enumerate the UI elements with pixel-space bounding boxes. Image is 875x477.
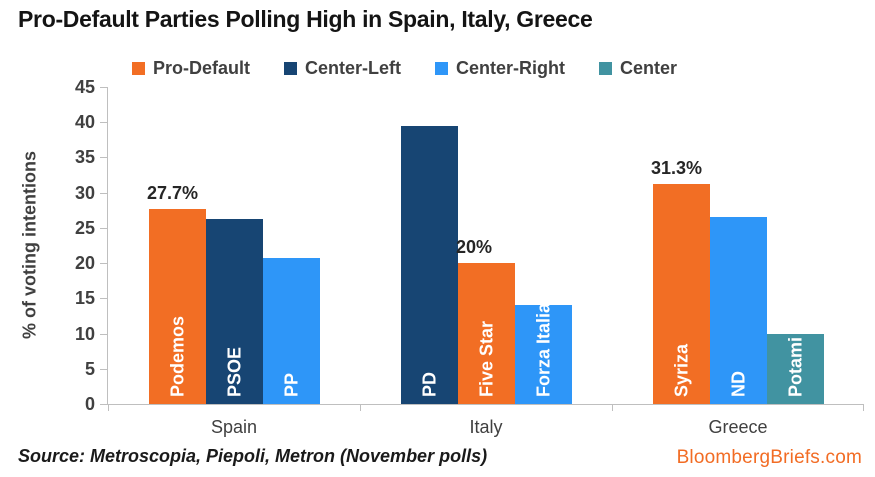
- bar-five-star: Five Star: [458, 263, 515, 404]
- brand-link[interactable]: BloombergBriefs.com: [676, 447, 862, 468]
- y-axis-tick: [100, 192, 107, 194]
- bar-party-label: ND: [728, 371, 748, 397]
- bar-party-label: Podemos: [167, 315, 187, 397]
- y-axis-tick-label: 5: [84, 359, 95, 379]
- y-axis-tick: [100, 86, 107, 88]
- bar-syriza: Syriza: [653, 184, 710, 404]
- y-axis-tick: [100, 156, 107, 158]
- y-axis-tick-label: 0: [84, 394, 95, 414]
- y-axis-tick: [100, 121, 107, 123]
- y-axis-tick: [100, 403, 107, 405]
- legend-label: Center: [620, 58, 678, 78]
- bar-party-label: Potami: [785, 336, 805, 397]
- bar-podemos: Podemos: [149, 209, 206, 404]
- bar-psoe: PSOE: [206, 219, 263, 404]
- category-label-greece: Greece: [708, 417, 768, 437]
- bar-forza-italia: Forza Italia: [515, 302, 572, 404]
- legend-item-center-right: Center-Right: [435, 58, 565, 79]
- category-label-spain: Spain: [210, 417, 258, 437]
- y-axis-tick-label: 10: [74, 324, 95, 344]
- bar-pp: PP: [263, 258, 320, 404]
- bar-party-label: Forza Italia: [533, 302, 553, 397]
- bar-nd: ND: [710, 217, 767, 404]
- legend: Pro-Default Center-Left Center-Right Center: [132, 58, 677, 79]
- bar-party-label: PSOE: [224, 346, 244, 397]
- legend-swatch-icon: [284, 62, 298, 75]
- source-note: Source: Metroscopia, Piepoli, Metron (No…: [18, 446, 488, 466]
- x-axis-tick: [863, 404, 864, 411]
- y-axis-tick: [100, 227, 107, 229]
- legend-label: Center-Right: [456, 58, 566, 78]
- x-axis-tick: [108, 404, 109, 411]
- legend-label: Center-Left: [305, 58, 402, 78]
- y-axis-tick: [100, 368, 107, 370]
- x-axis-tick: [360, 404, 361, 411]
- y-axis-tick: [100, 262, 107, 264]
- legend-label: Pro-Default: [153, 58, 251, 78]
- y-axis-tick-label: 15: [74, 288, 95, 308]
- y-axis-tick-label: 35: [74, 147, 95, 167]
- bar-pd: PD: [401, 126, 458, 404]
- y-axis-tick-label: 45: [74, 77, 95, 97]
- bar-potami: Potami: [767, 334, 824, 404]
- bar-value-label: 20%: [456, 237, 493, 257]
- bar-party-label: Syriza: [671, 343, 691, 397]
- legend-swatch-icon: [435, 62, 449, 75]
- chart-title: Pro-Default Parties Polling High in Spai…: [18, 6, 593, 32]
- plot-area: Podemos 27.7% PSOE PP Spain PD Five Star 20% For…: [100, 86, 864, 437]
- x-axis-tick: [612, 404, 613, 411]
- bar-party-label: PP: [281, 372, 301, 397]
- y-axis-tick-label: 40: [74, 112, 95, 132]
- bar-value-label: 31.3%: [651, 158, 703, 178]
- legend-swatch-icon: [599, 62, 613, 75]
- bar-party-label: Five Star: [476, 320, 496, 397]
- y-axis-title: % of voting intentions: [19, 151, 40, 339]
- legend-item-pro-default: Pro-Default: [132, 58, 250, 79]
- y-axis-tick: [100, 297, 107, 299]
- bar-party-label: PD: [419, 371, 439, 397]
- bar-value-label: 27.7%: [147, 183, 199, 203]
- y-axis-labels: 0 5 10 15 20 25 30 35 40 45: [51, 77, 95, 414]
- legend-item-center-left: Center-Left: [284, 58, 401, 79]
- y-axis-tick-label: 20: [74, 253, 95, 273]
- category-label-italy: Italy: [469, 417, 503, 437]
- legend-item-center: Center: [599, 58, 677, 79]
- y-axis-tick-label: 30: [74, 183, 95, 203]
- y-axis-tick-label: 25: [74, 218, 95, 238]
- legend-swatch-icon: [132, 62, 145, 75]
- y-axis-tick: [100, 333, 107, 335]
